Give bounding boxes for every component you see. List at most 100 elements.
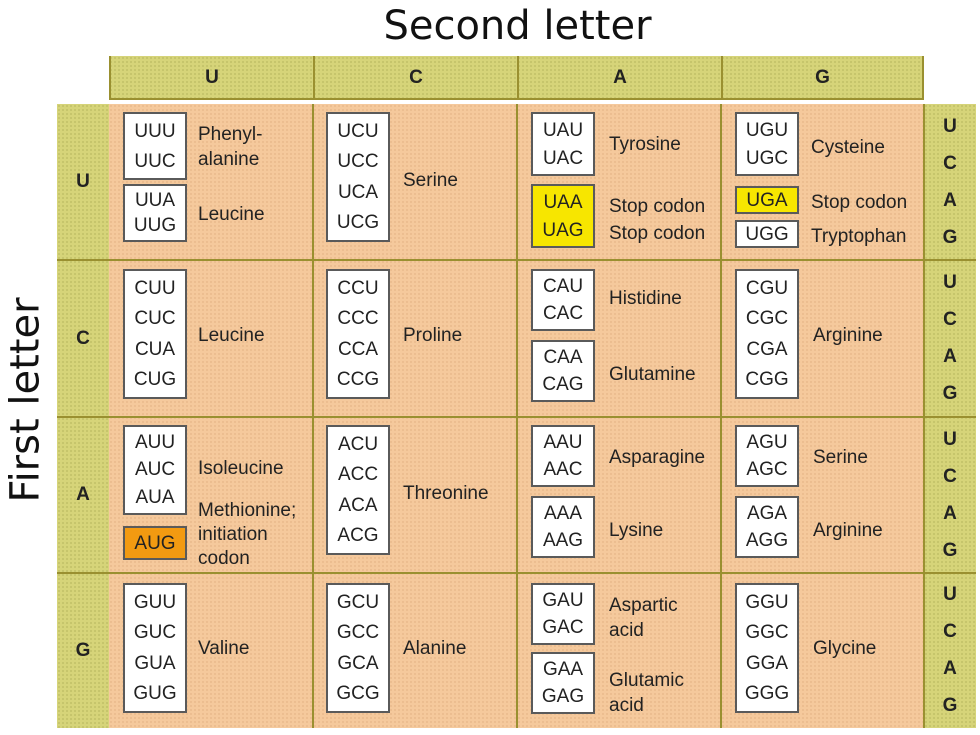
codon-box: AGU AGC bbox=[735, 425, 799, 487]
codon-box: AAU AAC bbox=[531, 425, 595, 487]
codon: CCU bbox=[337, 277, 379, 299]
codon: AUA bbox=[135, 486, 175, 508]
amino-acid-label: Tryptophan bbox=[811, 226, 907, 247]
amino-acid-label: Cysteine bbox=[811, 137, 885, 158]
codon: CAU bbox=[542, 276, 584, 297]
codon: AGA bbox=[746, 503, 788, 524]
codon-box: UGU UGC bbox=[735, 112, 799, 176]
codon: UGU bbox=[745, 119, 789, 141]
codon: ACA bbox=[338, 494, 378, 516]
second-letter-title: Second letter bbox=[383, 3, 652, 49]
first-letter-title: First letter bbox=[0, 255, 52, 545]
codon: AAU bbox=[543, 432, 583, 453]
third-letter-g: G bbox=[942, 539, 958, 561]
codon: GGC bbox=[745, 622, 789, 644]
codon: GCC bbox=[336, 622, 380, 644]
third-letter-a: A bbox=[943, 502, 957, 524]
codon-box: ACU ACC ACA ACG bbox=[326, 425, 390, 555]
codon: GAC bbox=[542, 617, 584, 638]
codon: CGU bbox=[745, 277, 789, 299]
codon: UGG bbox=[745, 223, 789, 245]
amino-acid-label: Isoleucine bbox=[198, 458, 284, 479]
codon: CGG bbox=[745, 369, 789, 391]
codon: GCG bbox=[336, 683, 380, 705]
start-codon-box: AUG bbox=[123, 526, 187, 560]
codon: CUA bbox=[134, 338, 176, 360]
amino-acid-label: Stop codon bbox=[811, 192, 908, 213]
column-header-u: U bbox=[109, 56, 313, 100]
codon: GUU bbox=[133, 591, 177, 613]
codon: CUG bbox=[133, 369, 177, 391]
codon: UUU bbox=[134, 120, 176, 142]
amino-acid-label: Histidine bbox=[609, 288, 682, 309]
codon: UAU bbox=[542, 119, 584, 141]
row-label-c: C bbox=[57, 260, 109, 417]
third-letter-g: G bbox=[942, 694, 958, 716]
third-letter-u: U bbox=[943, 584, 957, 606]
amino-acid-label: Serine bbox=[403, 170, 458, 191]
codon: CGA bbox=[746, 338, 788, 360]
third-letter-group: U C A G bbox=[924, 260, 976, 417]
codon-box: GAU GAC bbox=[531, 583, 595, 645]
third-letter-g: G bbox=[942, 226, 958, 248]
amino-acid-label: Glutamine bbox=[609, 364, 696, 385]
codon: UGA bbox=[746, 189, 788, 211]
codon: UUG bbox=[133, 215, 177, 236]
column-header-strip bbox=[109, 56, 924, 100]
codon-box: CAA CAG bbox=[531, 340, 595, 402]
codon: ACU bbox=[337, 433, 379, 455]
amino-acid-label: Aspartic acid bbox=[609, 595, 678, 641]
codon: AAC bbox=[543, 459, 583, 480]
codon: ACC bbox=[337, 464, 379, 486]
codon-box: UUA UUG bbox=[123, 184, 187, 242]
third-letter-group: U C A G bbox=[924, 573, 976, 728]
codon: AAG bbox=[542, 530, 584, 551]
codon: GAG bbox=[541, 686, 585, 707]
third-letter-a: A bbox=[943, 189, 957, 211]
codon: GAA bbox=[542, 659, 584, 680]
amino-acid-label: Glutamic acid bbox=[609, 670, 684, 716]
column-header-a: A bbox=[517, 56, 721, 100]
codon: GGU bbox=[745, 591, 789, 613]
amino-acid-label: Serine bbox=[813, 447, 868, 468]
amino-acid-label: Tyrosine bbox=[609, 134, 681, 155]
amino-acid-label: Arginine bbox=[813, 325, 883, 346]
third-letter-a: A bbox=[943, 346, 957, 368]
codon: CAG bbox=[542, 374, 584, 395]
amino-acid-label: Leucine bbox=[198, 325, 265, 346]
codon-box: GCU GCC GCA GCG bbox=[326, 583, 390, 713]
codon-box: AGA AGG bbox=[735, 496, 799, 558]
codon: GGA bbox=[745, 652, 789, 674]
codon: UCU bbox=[337, 120, 379, 142]
third-letter-group: U C A G bbox=[924, 104, 976, 260]
third-letter-g: G bbox=[942, 383, 958, 405]
third-letter-c: C bbox=[943, 152, 957, 174]
codon: CCA bbox=[337, 338, 379, 360]
codon: UCG bbox=[336, 212, 380, 234]
third-letter-c: C bbox=[943, 621, 957, 643]
amino-acid-label: Lysine bbox=[609, 520, 664, 541]
codon: GCU bbox=[336, 591, 380, 613]
codon: CCG bbox=[336, 369, 380, 391]
codon-box: UUU UUC bbox=[123, 112, 187, 180]
stop-codon-box: UAA UAG bbox=[531, 184, 595, 248]
codon-box: CUU CUC CUA CUG bbox=[123, 269, 187, 399]
amino-acid-label: Stop codon bbox=[609, 196, 706, 217]
third-letter-c: C bbox=[943, 465, 957, 487]
codon-box: UAU UAC bbox=[531, 112, 595, 176]
codon: GGG bbox=[744, 683, 790, 705]
stop-codon-box: UGA bbox=[735, 186, 799, 214]
third-letter-a: A bbox=[943, 657, 957, 679]
codon: UCC bbox=[337, 151, 379, 173]
amino-acid-label: Alanine bbox=[403, 638, 467, 659]
codon-box: UGG bbox=[735, 220, 799, 248]
amino-acid-label: Proline bbox=[403, 325, 463, 346]
codon-box: CGU CGC CGA CGG bbox=[735, 269, 799, 399]
codon: CAA bbox=[543, 347, 583, 368]
row-label-a: A bbox=[57, 417, 109, 573]
codon: UUC bbox=[134, 150, 176, 172]
codon: UUA bbox=[134, 190, 176, 211]
third-letter-u: U bbox=[943, 271, 957, 293]
codon-box: GUU GUC GUA GUG bbox=[123, 583, 187, 713]
third-letter-u: U bbox=[943, 115, 957, 137]
